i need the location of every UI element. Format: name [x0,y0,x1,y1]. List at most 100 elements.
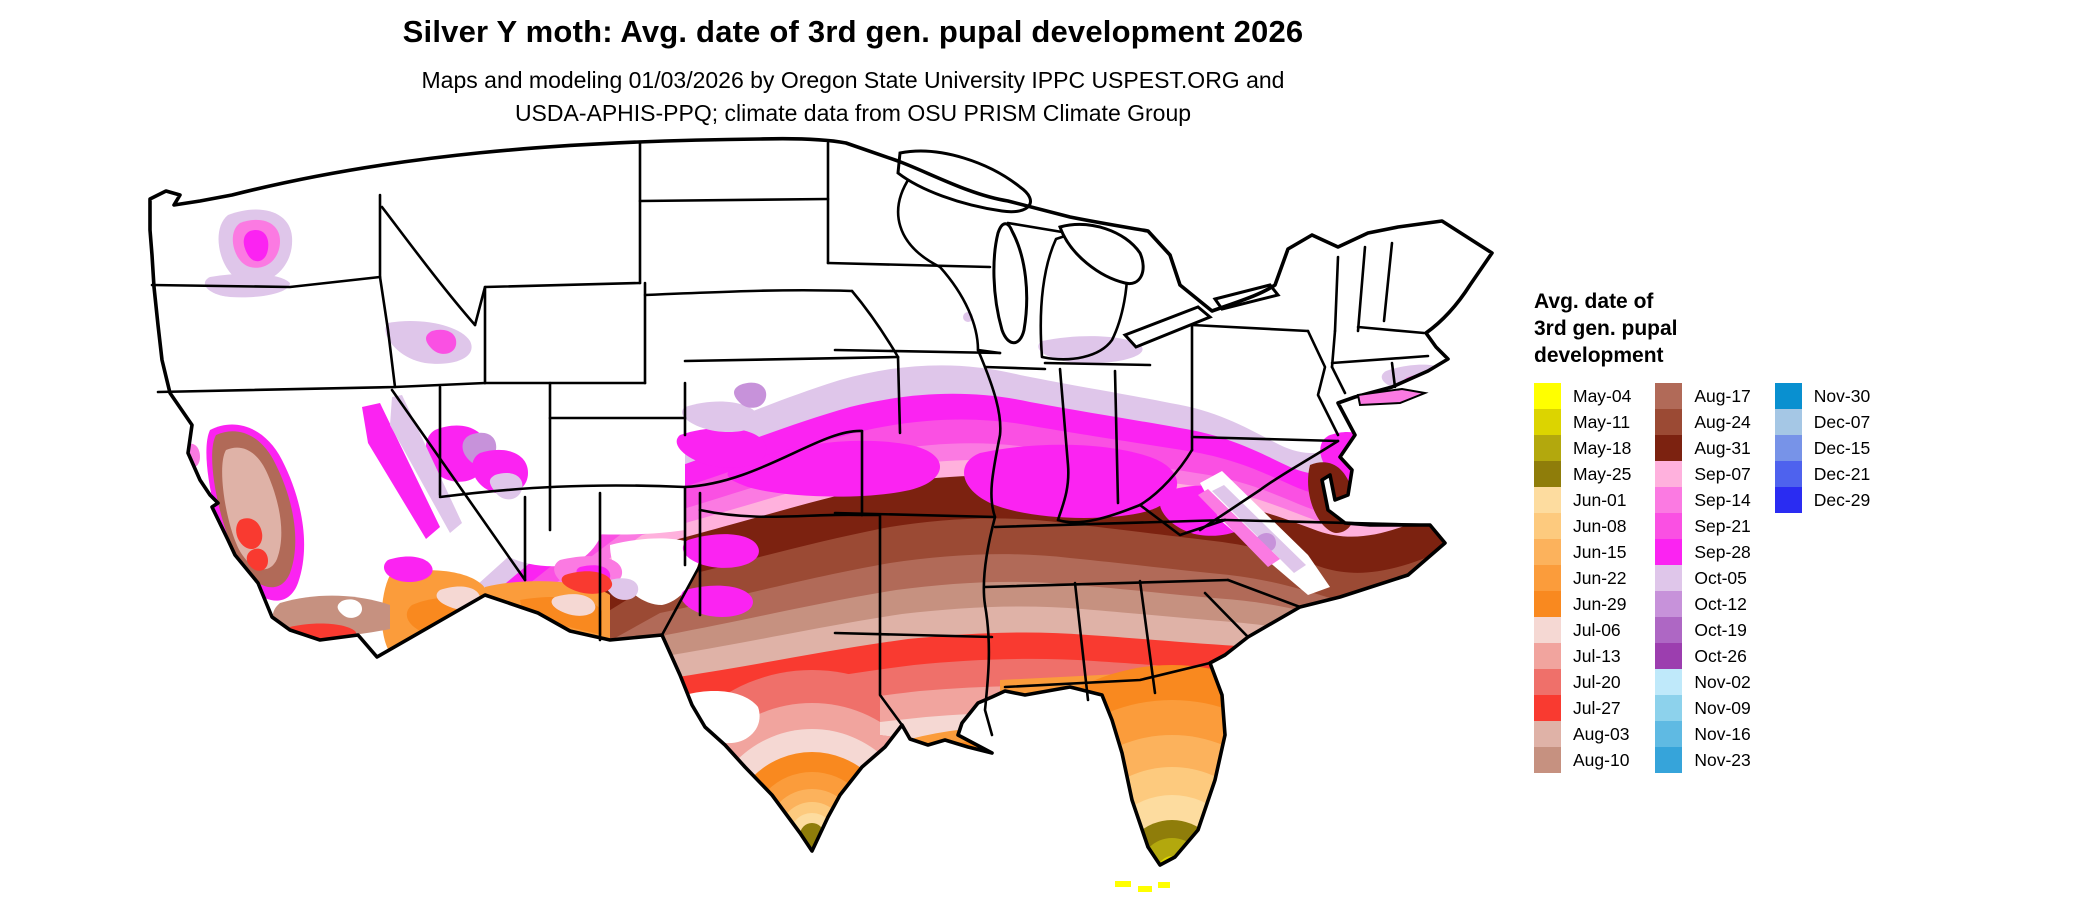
legend-entry: Nov-02 [1655,669,1751,695]
legend-entry: Jul-13 [1534,643,1631,669]
legend-entry: Jul-27 [1534,695,1631,721]
legend-entry: Aug-03 [1534,721,1631,747]
legend-label: May-25 [1573,463,1632,484]
legend-label: Sep-21 [1694,515,1751,536]
legend-title-line-2: 3rd gen. pupal [1534,317,1678,340]
legend-columns: May-04 May-11 May-18 May-25 Jun-01 Jun-08 Jun-… [1534,383,2074,773]
legend-swatch-Sep-07 [1655,461,1683,487]
legend-swatch-Jul-06 [1534,617,1561,643]
legend-swatch-May-04 [1534,383,1561,409]
legend-swatch-Nov-23 [1655,747,1683,773]
legend-label: Jun-29 [1573,593,1627,614]
legend-label: Oct-26 [1694,645,1747,666]
legend-label: Dec-07 [1813,411,1871,432]
lake-michigan [992,222,1029,345]
legend-entry: Aug-10 [1534,747,1631,773]
raster-layers [150,209,1492,866]
legend-entry: Jul-06 [1534,617,1631,643]
midwest-north-fringe [963,312,1143,364]
legend-entry: Oct-12 [1655,591,1750,617]
legend-column-2: Aug-17 Aug-24 Aug-31 Sep-07 Sep-14 Sep-21 Sep-… [1655,383,1751,773]
legend-swatch-Dec-29 [1774,487,1802,513]
us-map-svg [148,136,1494,892]
legend-swatch-Jul-27 [1534,695,1561,721]
new-england-patches [1343,363,1453,461]
legend-entry: Sep-28 [1655,539,1751,565]
legend-label: Oct-19 [1694,619,1747,640]
lake-huron [1058,223,1145,286]
legend-swatch-Oct-19 [1655,617,1683,643]
legend-swatch-Nov-09 [1655,695,1683,721]
legend-swatch-Jun-29 [1534,591,1561,617]
legend-entry: Jun-15 [1534,539,1631,565]
legend-entry: Sep-21 [1655,513,1751,539]
legend-label: Jun-08 [1573,515,1627,536]
legend-swatch-May-11 [1534,409,1561,435]
legend-label: Dec-29 [1813,489,1871,510]
legend-entry: Dec-07 [1774,409,1871,435]
legend-swatch-Jun-08 [1534,513,1561,539]
legend-entry: Sep-14 [1655,487,1751,513]
legend-swatch-May-18 [1534,435,1561,461]
legend-swatch-Aug-24 [1655,409,1683,435]
legend-label: Aug-24 [1694,411,1751,432]
us-phenology-map [140,135,1530,892]
legend-swatch-Aug-03 [1534,721,1561,747]
florida-keys-1 [1115,881,1131,887]
legend-label: Jun-15 [1573,541,1627,562]
legend-label: Sep-14 [1694,489,1751,510]
legend-label: Nov-02 [1694,671,1751,692]
legend-entry: Dec-29 [1774,487,1871,513]
legend-label: Aug-03 [1573,723,1630,744]
legend-label: Jul-06 [1573,619,1621,640]
legend-entry: May-04 [1534,383,1631,409]
legend-label: Jul-20 [1573,671,1621,692]
legend-swatch-Dec-21 [1774,461,1802,487]
legend-swatch-Jun-01 [1534,487,1561,513]
legend-column-3: Nov-30 Dec-07 Dec-15 Dec-21 Dec-29 [1774,383,1871,513]
legend-label: Aug-17 [1694,385,1751,406]
legend-entry: Aug-31 [1655,435,1751,461]
legend-label: Jul-27 [1573,697,1621,718]
florida-keys-2 [1138,886,1152,892]
state-borders [150,141,1432,737]
legend-swatch-Aug-10 [1534,747,1561,773]
legend-swatch-Jun-15 [1534,539,1561,565]
legend-title: Avg. date of 3rd gen. pupal development [1534,288,2074,369]
legend-label: Sep-07 [1694,463,1751,484]
legend-swatch-Oct-05 [1655,565,1683,591]
legend-swatch-Aug-17 [1655,383,1683,409]
subtitle: Maps and modeling 01/03/2026 by Oregon S… [0,64,1706,130]
florida-keys-3 [1158,882,1170,888]
legend-entry: May-11 [1534,409,1631,435]
legend-label: May-04 [1573,385,1632,406]
legend-entry: May-18 [1534,435,1631,461]
legend-swatch-Jul-13 [1534,643,1561,669]
coastal-accents [1115,387,1429,892]
legend-entry: Oct-19 [1655,617,1750,643]
legend-entry: Dec-21 [1774,461,1870,487]
legend-label: May-18 [1573,437,1632,458]
legend-entry: Jul-20 [1534,669,1631,695]
legend-label: Oct-12 [1694,593,1747,614]
legend-label: Sep-28 [1694,541,1751,562]
conus-outline [148,136,1494,867]
legend-swatch-Oct-12 [1655,591,1683,617]
legend-label: Aug-10 [1573,749,1630,770]
legend-entry: Jun-08 [1534,513,1631,539]
legend-entry: Jun-01 [1534,487,1631,513]
legend-title-line-1: Avg. date of [1534,290,1654,313]
legend: Avg. date of 3rd gen. pupal development … [1534,288,2074,773]
legend-swatch-Nov-02 [1655,669,1683,695]
legend-label: Aug-31 [1694,437,1751,458]
legend-label: Jul-13 [1573,645,1621,666]
great-lakes [896,149,1281,349]
legend-label: Nov-23 [1694,749,1751,770]
legend-entry: Oct-26 [1655,643,1750,669]
subtitle-line-2: USDA-APHIS-PPQ; climate data from OSU PR… [514,100,1192,126]
legend-label: Jun-01 [1573,489,1627,510]
legend-swatch-Sep-14 [1655,487,1683,513]
legend-label: Nov-16 [1694,723,1751,744]
legend-swatch-Sep-28 [1655,539,1683,565]
legend-swatch-Dec-07 [1774,409,1802,435]
